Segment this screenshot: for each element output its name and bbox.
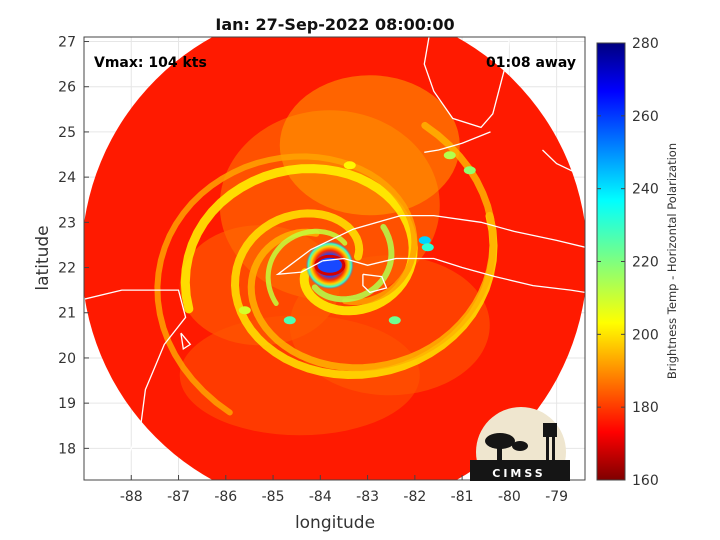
x-tick-label: -86 [214,489,237,505]
coastlines [84,37,585,472]
vmax-annotation: Vmax: 104 kts [94,55,207,71]
y-tick-label: 19 [58,396,76,412]
x-tick-label: -84 [309,489,332,505]
x-tick-label: -79 [545,489,568,505]
rain-band [230,209,498,380]
time-away-annotation: 01:08 away [486,55,576,71]
cozumel [180,332,192,350]
y-tick-label: 26 [58,80,76,96]
convective-spot [238,306,251,315]
colorbar-tick-label: 280 [632,36,659,52]
x-tick-label: -83 [356,489,379,505]
x-axis-ticks: -88 -87 -86 -85 -84 -83 -82 -81 -80 -79 [120,475,568,505]
eye-ring [314,254,346,276]
y-tick-label: 21 [58,306,76,322]
moist-region [179,315,420,436]
colorbar: 160 180 200 220 240 260 280 Brightness Temp - … [596,36,679,489]
x-tick-label: -88 [120,489,143,505]
y-axis-ticks: 18 19 20 21 22 23 24 25 26 27 [58,35,89,457]
colorbar-tick-label: 180 [632,400,659,416]
x-axis-label: longitude [295,513,375,533]
andros-coast [542,149,576,174]
rain-band [247,121,497,372]
florida-coast [423,37,511,129]
x-tick-label: -80 [498,489,521,505]
convective-spot [443,151,456,160]
microwave-swath [84,37,585,480]
colorbar-scale [596,42,626,481]
y-tick-label: 18 [58,441,76,457]
x-tick-label: -85 [262,489,285,505]
y-tick-label: 20 [58,351,76,367]
convective-spot [463,166,476,175]
logo-text: CIMSS [492,467,545,480]
rain-band [154,153,418,416]
plot-frame [83,36,586,481]
y-tick-label: 27 [58,35,76,51]
colorbar-tick-label: 220 [632,255,659,271]
moist-region [279,75,460,216]
colorbar-ticks: 160 180 200 220 240 260 280 [597,36,659,489]
y-axis-label: latitude [33,225,53,290]
cimss-logo: CIMSS [470,407,570,481]
convective-spot [421,243,434,252]
florida-keys [424,131,491,153]
convective-spot [388,316,401,325]
x-tick-label: -87 [167,489,190,505]
plot-area [84,37,585,480]
yucatan-coast [84,289,187,472]
y-tick-label: 25 [58,125,76,141]
convective-spot [418,236,431,245]
cuba-north-coast [275,214,585,276]
convective-spot [283,316,296,325]
convective-spot [343,161,356,170]
rain-band [311,224,395,303]
x-tick-label: -82 [403,489,426,505]
rain-bands [154,75,498,436]
colorbar-label: Brightness Temp - Horizontal Polarizatio… [665,143,679,379]
y-tick-label: 22 [58,261,76,277]
isla-de-la-juventud [362,273,388,294]
rain-band [265,228,348,306]
y-tick-label: 23 [58,215,76,231]
colorbar-tick-label: 200 [632,327,659,343]
chart-title: Ian: 27-Sep-2022 08:00:00 [215,15,454,34]
eyewall [305,241,354,290]
colorbar-tick-label: 260 [632,109,659,125]
cuba-south-coast [322,257,585,294]
y-tick-label: 24 [58,170,76,186]
colorbar-tick-label: 160 [632,473,659,489]
x-tick-label: -81 [451,489,474,505]
colorbar-tick-label: 240 [632,182,659,198]
